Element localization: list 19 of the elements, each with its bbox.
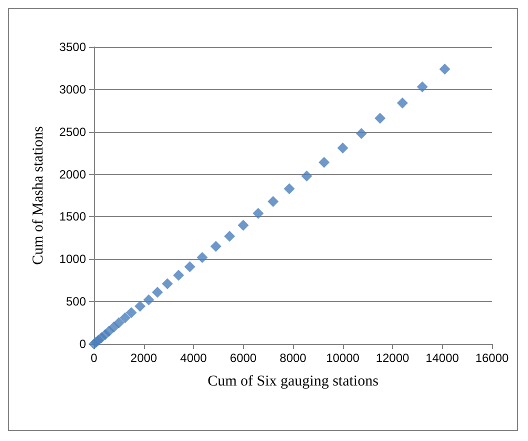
y-tick-label: 0 (79, 337, 86, 351)
x-tick-label: 0 (90, 351, 98, 365)
x-tick-label: 10000 (326, 351, 360, 365)
y-axis-title: Cum of Masha stations (30, 126, 46, 265)
x-axis-title: Cum of Six gauging stations (208, 374, 379, 390)
x-tick-label: 14000 (426, 351, 460, 365)
x-tick-label: 16000 (475, 351, 510, 365)
y-tick-label: 2000 (59, 167, 86, 182)
y-tick-label: 500 (66, 294, 86, 309)
x-tick-label: 6000 (230, 351, 257, 365)
y-tick-label: 1500 (59, 210, 86, 224)
x-tick-label: 2000 (130, 351, 158, 365)
y-tick-label: 2500 (59, 124, 86, 139)
y-tick-label: 3500 (59, 40, 86, 54)
x-tick-label: 12000 (376, 351, 410, 365)
x-tick-label: 4000 (180, 351, 208, 365)
x-tick-label: 8000 (280, 351, 307, 365)
y-tick-label: 3000 (59, 82, 86, 96)
y-tick-label: 1000 (59, 252, 86, 266)
